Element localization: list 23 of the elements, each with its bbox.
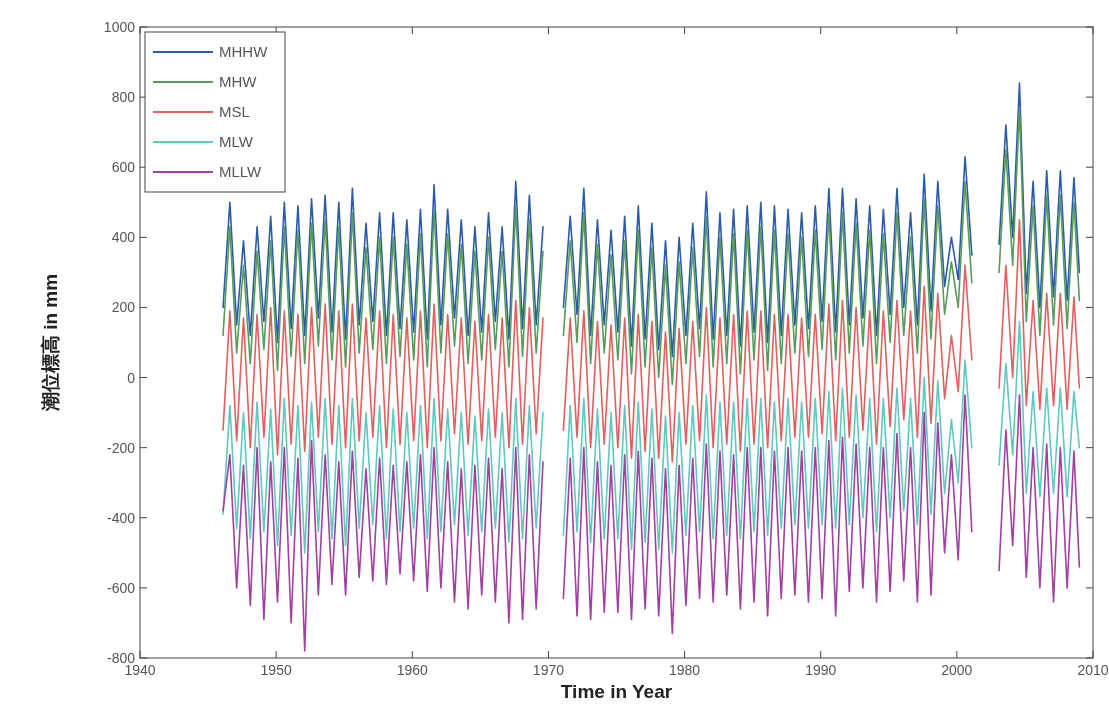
x-tick-label: 2000 <box>941 662 973 678</box>
y-tick-label: -600 <box>106 579 136 596</box>
y-tick-label: 200 <box>111 299 136 316</box>
x-tick-label: 1960 <box>396 662 429 678</box>
legend-label: MHW <box>219 73 258 90</box>
x-tick-label: 1980 <box>668 662 701 678</box>
legend-label: MLLW <box>219 163 263 180</box>
x-tick-label: 1990 <box>805 662 837 678</box>
legend-label: MSL <box>219 103 250 120</box>
y-axis-title: 潮位標高 in mm <box>40 273 61 413</box>
x-axis-title: Time in Year <box>560 681 673 702</box>
x-tick-label: 1950 <box>260 662 292 678</box>
y-tick-label: 600 <box>111 159 136 176</box>
y-tick-label: 1000 <box>103 19 136 35</box>
x-tick-label: 2010 <box>1077 662 1109 678</box>
legend-label: MHHW <box>219 43 269 60</box>
y-tick-label: 400 <box>111 229 136 246</box>
y-tick-label: 0 <box>127 369 136 386</box>
y-tick-label: -400 <box>106 509 136 526</box>
y-tick-label: -200 <box>106 439 136 456</box>
y-tick-label: 800 <box>111 89 136 106</box>
legend-label: MLW <box>219 133 254 150</box>
x-tick-label: 1970 <box>532 662 565 678</box>
